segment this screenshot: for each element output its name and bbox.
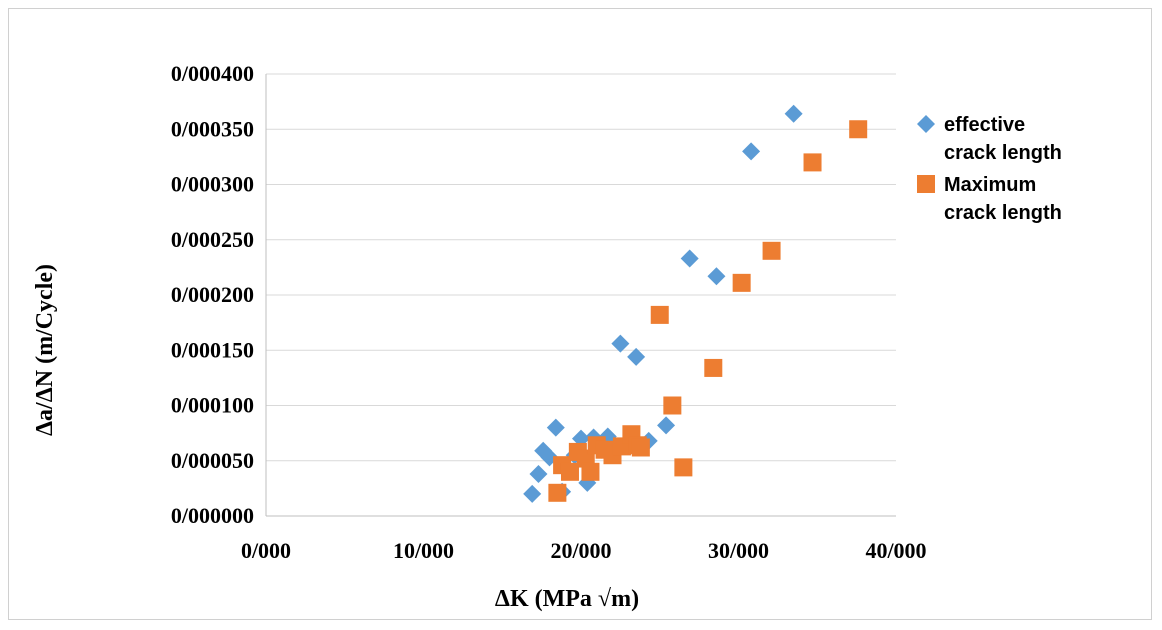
- square-point: [704, 358, 723, 377]
- y-tick-label: 0/000200: [171, 282, 254, 307]
- series-1: [523, 104, 803, 503]
- diamond-point: [611, 334, 630, 353]
- legend-label: effective: [944, 114, 1025, 136]
- diamond-point: [707, 267, 726, 286]
- y-tick-label: 0/000300: [171, 172, 254, 197]
- data-points: [523, 104, 868, 503]
- square-point: [674, 458, 693, 477]
- legend: effective crack length Maximum crack length: [917, 114, 1062, 224]
- x-tick-labels: 0/000 10/000 20/000 30/000 40/000: [241, 538, 927, 563]
- diamond-point: [657, 416, 676, 435]
- legend-marker: [917, 115, 935, 133]
- square-point: [581, 462, 600, 481]
- diamond-point: [742, 142, 761, 161]
- square-point: [762, 241, 781, 260]
- diamond-point: [627, 347, 646, 366]
- x-tick-label: 30/000: [708, 538, 769, 563]
- diamond-point: [784, 104, 803, 123]
- axes: [265, 74, 896, 517]
- y-tick-label: 0/000050: [171, 448, 254, 473]
- y-tick-label: 0/000100: [171, 393, 254, 418]
- legend-label: crack length: [944, 142, 1062, 164]
- diamond-point: [523, 484, 542, 503]
- diamond-point: [680, 249, 699, 268]
- legend-label: crack length: [944, 202, 1062, 224]
- y-tick-label: 0/000250: [171, 227, 254, 252]
- square-point: [631, 438, 650, 457]
- square-point: [803, 153, 822, 172]
- chart-frame: [8, 8, 1152, 620]
- y-tick-label: 0/000350: [171, 116, 254, 141]
- y-tick-labels: 0/000000 0/000050 0/000100 0/000150 0/000200…: [171, 61, 254, 528]
- legend-marker: [917, 175, 935, 193]
- y-axis-title: Δa/ΔN (m/Cycle): [32, 264, 58, 436]
- x-tick-label: 10/000: [393, 538, 454, 563]
- x-axis-title: ΔK (MPa √m): [495, 586, 639, 612]
- diamond-point: [546, 418, 565, 437]
- square-point: [650, 305, 669, 324]
- y-tick-label: 0/000000: [171, 503, 254, 528]
- y-tick-label: 0/000400: [171, 61, 254, 86]
- legend-label: Maximum: [944, 174, 1036, 196]
- square-point: [849, 120, 868, 139]
- square-point: [560, 462, 579, 481]
- diamond-point: [529, 465, 548, 484]
- x-tick-label: 40/000: [865, 538, 926, 563]
- square-point: [548, 483, 567, 502]
- x-tick-label: 0/000: [241, 538, 291, 563]
- square-point: [732, 273, 751, 292]
- series-2: [548, 120, 868, 502]
- y-tick-label: 0/000150: [171, 337, 254, 362]
- x-tick-label: 20/000: [550, 538, 611, 563]
- gridlines: [266, 73, 896, 462]
- square-point: [663, 396, 682, 415]
